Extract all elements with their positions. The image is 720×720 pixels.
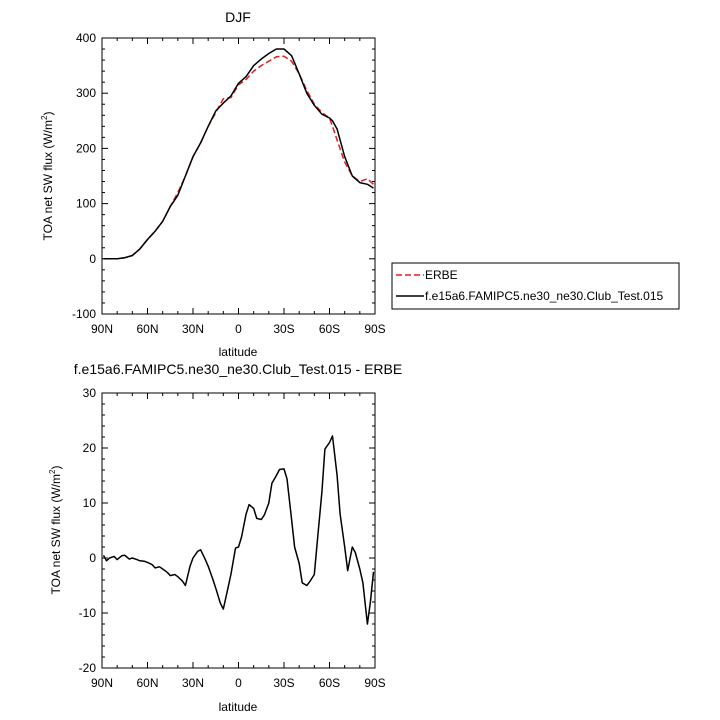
bottom-y-tick-label: -20 (79, 661, 97, 675)
top-y-tick-label: 400 (76, 31, 96, 45)
bottom-series-line-0 (102, 435, 375, 625)
top-y-axis-title: TOA net SW flux (W/m2) (40, 112, 55, 241)
top-x-axis-ticks: 90N 60N 30N 0 30S 60S 90S (91, 38, 386, 336)
top-plot-frame (101, 37, 376, 315)
bottom-y-tick-label: 30 (83, 386, 97, 400)
legend-box (391, 262, 680, 310)
top-y-axis-ticks: -100 0 100 200 300 400 (72, 31, 375, 321)
legend: ERBE f.e15a6.FAMIPC5.ne30_ne30.Club_Test… (391, 262, 680, 310)
legend-label-erbe: ERBE (425, 268, 458, 282)
bottom-series-lines (102, 435, 375, 625)
bottom-y-tick-label: 10 (83, 496, 97, 510)
top-series-lines (103, 48, 375, 260)
top-y-tick-label: 100 (76, 197, 96, 211)
top-y-tick-label: -100 (72, 307, 96, 321)
bottom-y-tick-label: -10 (79, 606, 97, 620)
top-panel: DJF 90N 60N 30N 0 30S 60S 90S -100 0 100 200 300 40… (40, 9, 386, 359)
top-series-line-0 (103, 55, 375, 260)
top-x-tick-label: 60S (319, 322, 340, 336)
bottom-x-tick-label: 60N (136, 676, 158, 690)
top-x-axis-title: latitude (219, 345, 258, 359)
bottom-panel: f.e15a6.FAMIPC5.ne30_ne30.Club_Test.015 … (48, 361, 402, 714)
legend-label-model: f.e15a6.FAMIPC5.ne30_ne30.Club_Test.015 (425, 289, 663, 303)
bottom-chart-title: f.e15a6.FAMIPC5.ne30_ne30.Club_Test.015 … (74, 361, 402, 377)
bottom-x-tick-label: 90S (364, 676, 385, 690)
bottom-x-axis-title: latitude (219, 700, 258, 714)
bottom-y-axis-ticks: -20 -10 0 10 20 30 (79, 386, 375, 675)
top-x-tick-label: 60N (136, 322, 158, 336)
bottom-y-tick-label: 0 (89, 551, 96, 565)
top-x-tick-label: 30N (182, 322, 204, 336)
bottom-x-tick-label: 30N (182, 676, 204, 690)
top-x-tick-label: 90S (364, 322, 385, 336)
bottom-x-tick-label: 0 (235, 676, 242, 690)
bottom-y-tick-label: 20 (83, 441, 97, 455)
bottom-x-tick-label: 60S (319, 676, 340, 690)
bottom-x-tick-label: 30S (273, 676, 294, 690)
bottom-y-axis-title: TOA net SW flux (W/m2) (48, 466, 63, 595)
top-chart-title: DJF (225, 9, 251, 25)
top-x-tick-label: 0 (235, 322, 242, 336)
bottom-x-tick-label: 90N (91, 676, 113, 690)
top-y-tick-label: 200 (76, 141, 96, 155)
bottom-plot-frame (101, 392, 376, 669)
top-x-tick-label: 90N (91, 322, 113, 336)
top-y-tick-label: 0 (89, 252, 96, 266)
top-series-line-1 (103, 48, 374, 260)
bottom-x-axis-ticks: 90N 60N 30N 0 30S 60S 90S (91, 393, 386, 690)
top-y-tick-label: 300 (76, 86, 96, 100)
top-x-tick-label: 30S (273, 322, 294, 336)
